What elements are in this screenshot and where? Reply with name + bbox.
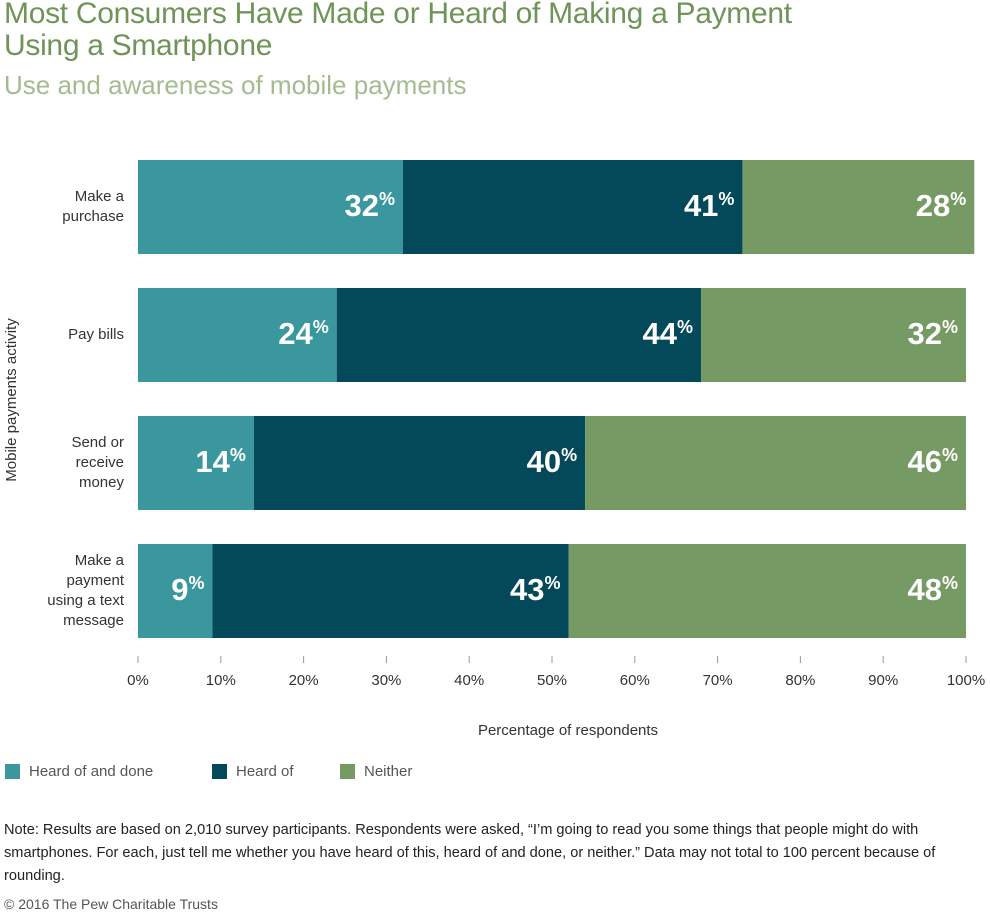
value-label: 14% [195,444,245,479]
x-tick-label: 0% [127,672,149,689]
value-label: 9% [171,572,204,607]
x-tick-label: 30% [371,672,401,689]
bar-segment [336,288,702,382]
x-tick-label: 40% [454,672,484,689]
x-tick-label: 50% [537,672,567,689]
x-tick-label: 70% [703,672,733,689]
chart-subtitle: Use and awareness of mobile payments [4,70,467,100]
bar-segment [402,160,743,254]
legend-swatch [340,764,355,779]
y-tick-label: Make a purchase [62,188,124,225]
legend-label: Heard of and done [29,763,153,780]
value-label: 28% [916,188,967,223]
chart: Percentage of respondents Mobile payment… [3,160,985,780]
value-label: 24% [278,316,329,351]
bar-segment [742,160,975,254]
value-label: 48% [908,572,959,607]
legend-label: Neither [364,763,412,780]
bar-segment [138,416,254,510]
legend-swatch [5,764,20,779]
bar-segment [138,544,213,638]
x-tick-label: 60% [620,672,650,689]
bar-segment [138,160,403,254]
value-label: 41% [684,188,735,223]
bar-segment [701,288,966,382]
y-axis-label: Mobile payments activity [3,318,20,482]
bar-segment [212,544,569,638]
x-tick-label: 10% [206,672,236,689]
chart-title: Most Consumers Have Made or Heard of Mak… [4,0,792,62]
value-label: 32% [344,188,395,223]
y-tick-label: Send or receive money [71,434,124,491]
y-tick-label: Make a payment using a text message [47,552,125,629]
value-label: 40% [527,444,578,479]
note: Note: Results are based on 2,010 survey … [4,822,936,884]
x-tick-label: 20% [289,672,319,689]
value-label: 32% [908,316,959,351]
value-label: 44% [643,316,694,351]
y-tick-label: Pay bills [68,326,124,343]
value-label: 43% [510,572,561,607]
x-axis-label: Percentage of respondents [478,722,658,739]
x-tick-label: 100% [947,672,985,689]
bar-segment [585,416,966,510]
source: © 2016 The Pew Charitable Trusts [4,896,218,912]
x-tick-label: 80% [785,672,815,689]
bar-segment [568,544,966,638]
legend-swatch [212,764,227,779]
bar-segment [138,288,337,382]
value-label: 46% [908,444,959,479]
bar-segment [253,416,586,510]
x-tick-label: 90% [868,672,898,689]
legend-label: Heard of [236,763,294,780]
